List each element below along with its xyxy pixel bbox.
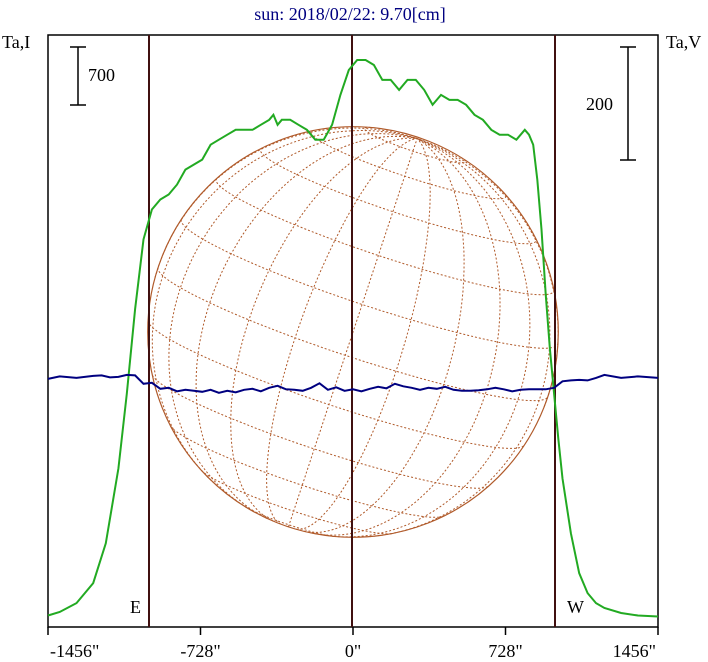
- x-tick-label: 1456": [613, 641, 656, 661]
- disk-longitude-line: [416, 138, 559, 407]
- disk-latitude-line: [259, 147, 537, 245]
- x-axis-ticks: -1456" -728" 0" 728" 1456": [47, 627, 659, 661]
- disk-longitude-line: [168, 133, 418, 508]
- scale-bar-right: [620, 46, 636, 161]
- x-tick-label: -1456": [50, 641, 99, 661]
- chart-title: sun: 2018/02/22: 9.70[cm]: [254, 4, 446, 24]
- disk-latitude-line: [170, 425, 444, 518]
- disk-longitude-line: [154, 127, 418, 278]
- x-tick-label: -728": [180, 641, 220, 661]
- disk-longitude-line: [296, 138, 431, 530]
- scale-label-right: 200: [586, 94, 613, 114]
- disk-latitude-line: [215, 178, 555, 296]
- disk-longitude-line: [266, 138, 418, 525]
- intensity-line: [47, 59, 659, 618]
- disk-longitude-line: [195, 135, 418, 519]
- disk-longitude-line: [151, 129, 418, 487]
- x-tick-label: 728": [488, 641, 522, 661]
- y-axis-label-left: Ta,I: [2, 32, 30, 52]
- disk-longitude-line: [370, 138, 551, 538]
- disk-latitude-line: [180, 219, 559, 349]
- scale-label-left: 700: [88, 65, 115, 85]
- y-axis-label-right: Ta,V: [666, 32, 701, 52]
- east-label: E: [130, 597, 141, 617]
- disk-longitude-line: [288, 138, 418, 527]
- scale-bar-left: [70, 46, 86, 106]
- x-tick-label: 0": [345, 641, 361, 661]
- disk-longitude-line: [230, 137, 418, 522]
- disk-longitude-line: [303, 138, 465, 534]
- disk-longitude-line: [333, 138, 531, 538]
- west-label: W: [567, 597, 584, 617]
- disk-longitude-line: [310, 138, 501, 536]
- polarization-line: [47, 373, 659, 394]
